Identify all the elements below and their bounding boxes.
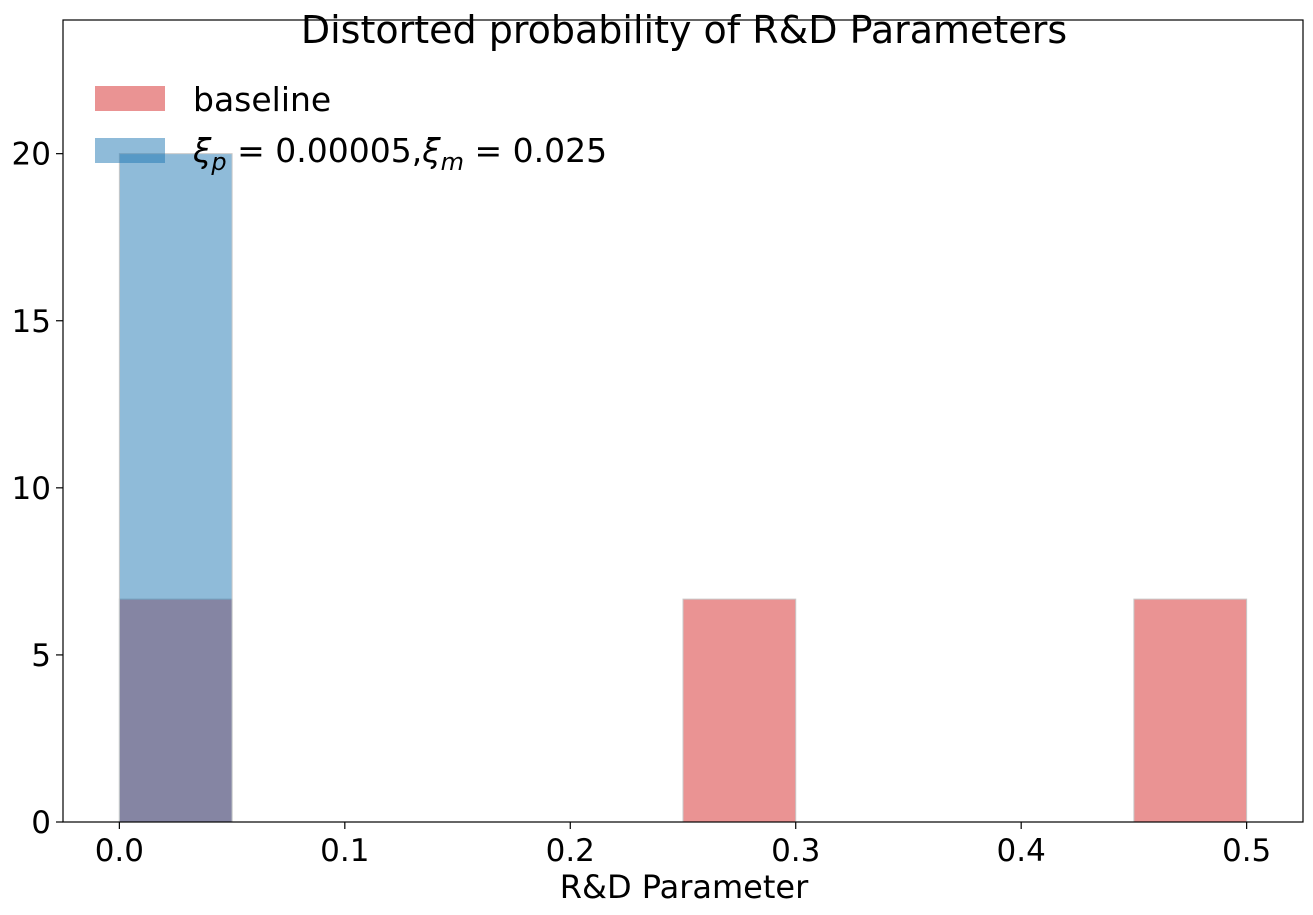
y-tick-label-1: 5 <box>31 638 51 674</box>
x-tick-label-5: 0.5 <box>1222 833 1271 869</box>
x-tick-label-3: 0.3 <box>771 833 820 869</box>
legend: baseline ξp = 0.00005,ξm = 0.025 <box>95 80 607 176</box>
x-tick-label-2: 0.2 <box>546 833 595 869</box>
chart-title: Distorted probability of R&D Parameters <box>301 8 1067 52</box>
x-axis-label: R&D Parameter <box>560 868 809 906</box>
y-tick-label-4: 20 <box>12 137 51 173</box>
x-tick-label-1: 0.1 <box>320 833 369 869</box>
legend-label-xi-series: ξp = 0.00005,ξm = 0.025 <box>192 131 607 176</box>
plot-frame <box>62 19 1304 823</box>
y-axis: 0 5 10 15 20 <box>12 137 63 841</box>
y-tick-label-2: 10 <box>12 471 51 507</box>
y-tick-label-0: 0 <box>31 805 51 841</box>
legend-swatch-xi-series <box>95 138 165 163</box>
y-tick-label-3: 15 <box>12 304 51 340</box>
legend-swatch-baseline <box>95 86 165 111</box>
bar-series-0-bin-1 <box>682 598 797 823</box>
x-tick-label-0: 0.0 <box>95 833 144 869</box>
bars-layer <box>118 153 1248 823</box>
legend-label-baseline: baseline <box>193 80 331 119</box>
bar-series-1-bin-0 <box>118 153 233 823</box>
bar-series-0-bin-2 <box>1133 598 1248 823</box>
x-tick-label-4: 0.4 <box>997 833 1046 869</box>
x-axis: 0.0 0.1 0.2 0.3 0.4 0.5 <box>95 822 1271 869</box>
